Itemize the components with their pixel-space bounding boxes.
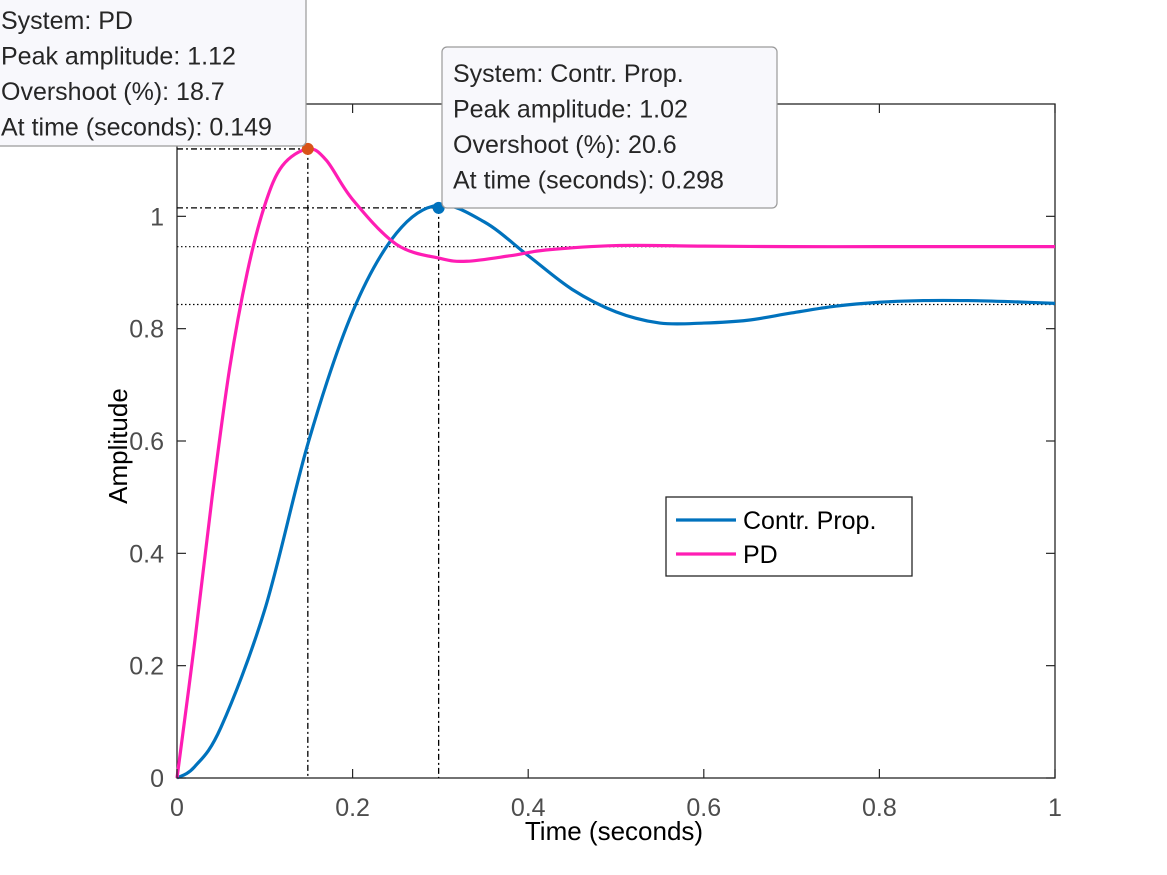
x-axis-label: Time (seconds) bbox=[525, 816, 703, 846]
legend-entry: PD bbox=[743, 541, 778, 569]
peak-marker[interactable] bbox=[301, 142, 314, 155]
legend-box[interactable] bbox=[665, 496, 913, 577]
y-tick-label: 1 bbox=[150, 203, 164, 231]
x-tick-label: 0.4 bbox=[511, 794, 546, 822]
datatip-line: Overshoot (%): 20.6 bbox=[453, 131, 677, 159]
datatip-box[interactable] bbox=[0, 0, 307, 147]
y-tick-label: 0.2 bbox=[129, 653, 164, 681]
peak-marker[interactable] bbox=[432, 201, 445, 214]
legend-entry: Contr. Prop. bbox=[743, 507, 876, 535]
y-tick-label: 0 bbox=[150, 765, 164, 793]
y-tick-label: 0.8 bbox=[129, 316, 164, 344]
y-axis-label: Amplitude bbox=[103, 388, 133, 504]
series-line-contr-prop-[interactable] bbox=[176, 203, 1056, 780]
y-tick-label: 0.4 bbox=[129, 540, 164, 568]
x-tick-label: 0.8 bbox=[862, 794, 897, 822]
datatip-line: System: PD bbox=[1, 7, 133, 35]
datatip-line: Peak amplitude: 1.02 bbox=[453, 96, 688, 124]
axes-frame bbox=[176, 103, 1056, 779]
x-tick-label: 0.6 bbox=[686, 794, 721, 822]
datatip-line: System: Contr. Prop. bbox=[453, 60, 684, 88]
datatip-line: Peak amplitude: 1.12 bbox=[1, 43, 236, 71]
datatip-line: Overshoot (%): 18.7 bbox=[1, 78, 225, 106]
x-tick-label: 0 bbox=[170, 794, 184, 822]
datatip-box[interactable] bbox=[441, 46, 778, 209]
x-tick-label: 1 bbox=[1048, 794, 1062, 822]
series-line-pd[interactable] bbox=[175, 147, 1055, 779]
y-tick-label: 0.6 bbox=[129, 428, 164, 456]
x-tick-label: 0.2 bbox=[335, 794, 370, 822]
datatip-line: At time (seconds): 0.149 bbox=[1, 114, 272, 142]
datatip-line: At time (seconds): 0.298 bbox=[453, 167, 724, 195]
